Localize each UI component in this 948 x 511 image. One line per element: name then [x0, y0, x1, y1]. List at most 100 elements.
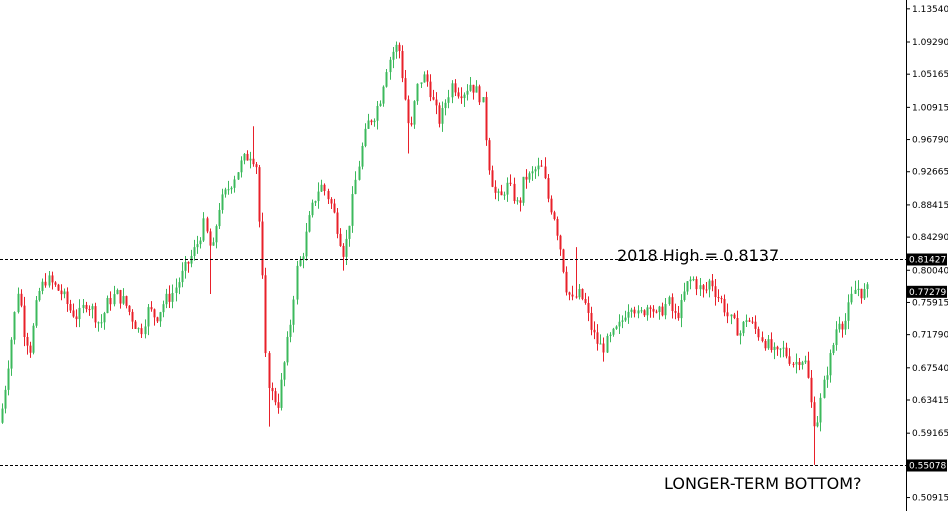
candle-up	[320, 184, 323, 192]
candle-down	[748, 320, 751, 322]
candle-up	[240, 160, 243, 173]
candle-down	[258, 167, 261, 222]
candle-up	[528, 173, 531, 180]
candle-up	[199, 240, 202, 245]
candle-up	[289, 324, 292, 337]
candle-down	[649, 307, 652, 309]
candle-up	[1, 408, 4, 423]
candle-up	[373, 120, 376, 123]
candle-up	[32, 325, 35, 353]
candle-up	[742, 321, 745, 334]
candle-up	[522, 176, 525, 203]
candle-up	[475, 86, 478, 93]
candle-up	[181, 270, 184, 283]
candle-down	[810, 377, 813, 403]
candle-up	[41, 281, 44, 291]
candle-down	[491, 170, 494, 187]
candle-down	[404, 78, 407, 100]
candle-down	[438, 105, 441, 124]
candle-down	[596, 332, 599, 344]
candle-down	[134, 321, 137, 329]
candle-up	[863, 289, 866, 299]
candle-up	[782, 347, 785, 349]
candle-up	[35, 300, 38, 326]
candle-up	[395, 44, 398, 52]
candle-up	[82, 304, 85, 308]
candle-down	[131, 311, 134, 322]
y-axis: 1.13540 1.09290 1.05165 1.00915 0.96790 0.926…	[906, 5, 948, 504]
y-tick-label: 1.13540	[912, 5, 948, 15]
candle-up	[345, 238, 348, 257]
candle-down	[153, 309, 156, 318]
candle-up	[599, 343, 602, 345]
candle-up	[385, 72, 388, 87]
candle-down	[593, 329, 596, 333]
candle-up	[224, 189, 227, 195]
candle-down	[661, 306, 664, 316]
candle-down	[788, 356, 791, 364]
y-tick-label: 0.50915	[912, 494, 948, 504]
candle-down	[330, 199, 333, 204]
candle-down	[69, 304, 72, 311]
horizontal-lines-group	[0, 259, 906, 466]
candle-up	[795, 361, 798, 365]
candle-down	[401, 50, 404, 79]
candle-down	[571, 294, 574, 297]
candle-down	[705, 289, 708, 291]
y-tick-label: 0.84290	[912, 233, 948, 243]
candle-down	[426, 74, 429, 82]
candle-down	[410, 123, 413, 125]
candle-up	[708, 280, 711, 290]
candle-down	[20, 293, 23, 306]
candle-up	[13, 312, 16, 340]
candle-down	[54, 282, 57, 285]
candle-up	[767, 339, 770, 349]
candle-up	[175, 287, 178, 294]
candle-up	[7, 368, 10, 390]
candle-down	[140, 328, 143, 335]
candle-down	[125, 296, 128, 306]
candle-up	[503, 194, 506, 196]
candle-up	[689, 279, 692, 282]
candle-down	[429, 81, 432, 98]
candle-down	[109, 297, 112, 305]
candle-down	[547, 178, 550, 199]
candle-down	[568, 292, 571, 295]
candle-up	[196, 244, 199, 248]
candle-down	[323, 184, 326, 191]
candle-up	[292, 299, 295, 325]
candle-down	[94, 306, 97, 323]
candle-down	[264, 275, 267, 354]
candle-down	[460, 96, 463, 99]
candle-up	[144, 326, 147, 335]
candle-down	[540, 165, 543, 167]
candle-down	[333, 203, 336, 213]
candle-up	[826, 375, 829, 380]
candle-up	[482, 97, 485, 103]
candle-down	[206, 218, 209, 232]
candle-up	[441, 108, 444, 124]
candle-up	[692, 279, 695, 281]
candle-down	[726, 312, 729, 317]
candle-up	[379, 103, 382, 106]
annotation-longer-term-bottom: LONGER-TERM BOTTOM?	[664, 474, 862, 493]
candle-up	[683, 291, 686, 301]
candle-up	[680, 300, 683, 319]
candle-down	[553, 212, 556, 220]
candle-down	[29, 345, 32, 353]
y-tick-label: 0.63415	[912, 396, 948, 406]
level-label: 0.55078	[909, 462, 946, 472]
candle-down	[562, 249, 565, 272]
candle-up	[646, 307, 649, 316]
candle-up	[227, 189, 230, 191]
candle-down	[770, 339, 773, 351]
current-price-box	[907, 285, 947, 298]
candle-up	[739, 333, 742, 336]
candle-up	[317, 191, 320, 202]
candle-down	[209, 231, 212, 246]
candle-up	[243, 153, 246, 161]
candle-up	[122, 296, 125, 304]
candle-up	[506, 182, 509, 195]
